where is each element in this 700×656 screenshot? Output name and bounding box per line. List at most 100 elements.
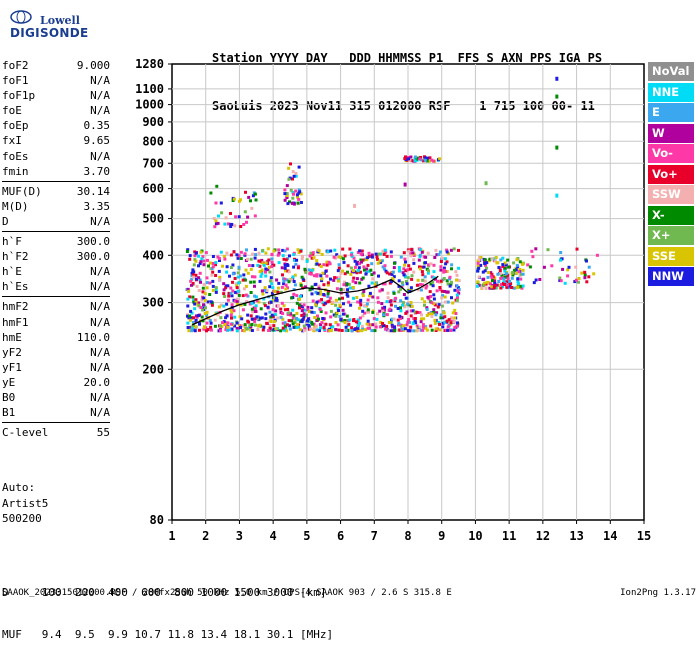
echo-point (208, 293, 212, 296)
echo-point (209, 321, 213, 325)
echo-point (487, 271, 491, 274)
echo-point (320, 277, 324, 281)
param-row: fxI 9.65 (2, 133, 110, 148)
echo-point (424, 325, 428, 329)
echo-point (192, 316, 195, 320)
echo-point (559, 258, 562, 262)
echo-point (239, 326, 242, 329)
echo-point (300, 320, 304, 324)
echo-point (363, 304, 367, 308)
echo-point (528, 265, 532, 269)
echo-point (196, 314, 200, 318)
echo-point (418, 157, 422, 161)
param-separator (2, 180, 110, 182)
echo-point (259, 307, 263, 311)
echo-point (313, 274, 316, 278)
echo-point (267, 329, 271, 332)
echo-point (516, 282, 520, 285)
echo-point (223, 322, 227, 326)
echo-point (336, 279, 340, 283)
echo-point (366, 310, 369, 314)
echo-point (402, 324, 406, 328)
echo-point (295, 317, 298, 320)
echo-point (200, 298, 204, 302)
echo-point (402, 251, 406, 255)
echo-point (292, 174, 296, 178)
echo-point (235, 302, 239, 306)
echo-point (477, 257, 481, 261)
echo-point (337, 266, 341, 270)
echo-point (493, 281, 497, 285)
echo-point (346, 294, 350, 298)
echo-point (332, 278, 336, 282)
echo-point (514, 286, 518, 290)
echo-point (356, 269, 360, 273)
echo-point (222, 304, 226, 308)
echo-point (268, 270, 272, 274)
y-tick-label: 700 (142, 156, 164, 170)
echo-point (351, 286, 355, 289)
echo-point (206, 328, 210, 332)
echo-point (445, 270, 449, 273)
echo-point (219, 250, 223, 254)
echo-point (366, 319, 370, 323)
echo-point (230, 311, 234, 314)
echo-point (503, 283, 506, 286)
echo-point (443, 290, 447, 293)
param-value: 9.65 (83, 134, 111, 148)
echo-point (365, 302, 369, 306)
echo-point (292, 280, 296, 283)
param-value: N/A (90, 265, 110, 279)
param-label: foF1p (2, 89, 36, 103)
echo-point (253, 214, 257, 218)
echo-point (509, 282, 513, 286)
param-value: 300.0 (76, 235, 110, 249)
echo-point (573, 280, 577, 284)
echo-point (206, 258, 209, 262)
echo-point (440, 296, 444, 300)
echo-point (362, 265, 366, 269)
echo-point (251, 194, 255, 198)
echo-point (236, 275, 240, 279)
echo-point (476, 261, 480, 265)
echo-point (389, 254, 393, 258)
echo-point (342, 302, 345, 306)
echo-point (209, 191, 213, 195)
echo-point (239, 250, 243, 254)
echo-point (361, 292, 365, 296)
echo-point (338, 303, 342, 307)
param-row: foEs N/A (2, 149, 110, 164)
param-row: yF1 N/A (2, 360, 110, 375)
echo-point (391, 277, 394, 281)
echo-point (517, 270, 521, 274)
echo-point (225, 270, 229, 274)
echo-point (481, 270, 485, 274)
echo-point (342, 288, 346, 292)
echo-point (204, 306, 207, 310)
x-tick-label: 5 (303, 529, 310, 543)
echo-point (414, 321, 418, 325)
echo-point (432, 293, 436, 297)
echo-point (404, 155, 407, 159)
echo-point (436, 305, 440, 309)
echo-point (389, 280, 393, 284)
echo-point (432, 263, 436, 267)
echo-point (213, 324, 217, 328)
echo-point (199, 260, 203, 264)
param-row: hmF1 N/A (2, 315, 110, 330)
echo-point (202, 282, 206, 286)
echo-point (504, 263, 508, 267)
echo-point (438, 322, 441, 326)
echo-point (353, 203, 357, 208)
echo-point (360, 249, 364, 253)
echo-point (231, 280, 234, 284)
echo-point (378, 309, 382, 313)
echo-point (248, 323, 252, 327)
echo-point (286, 313, 290, 316)
echo-point (370, 273, 374, 277)
echo-point (356, 326, 360, 330)
echo-point (406, 320, 410, 324)
echo-point (197, 304, 201, 308)
echo-point (369, 268, 373, 272)
param-value: N/A (90, 74, 110, 88)
